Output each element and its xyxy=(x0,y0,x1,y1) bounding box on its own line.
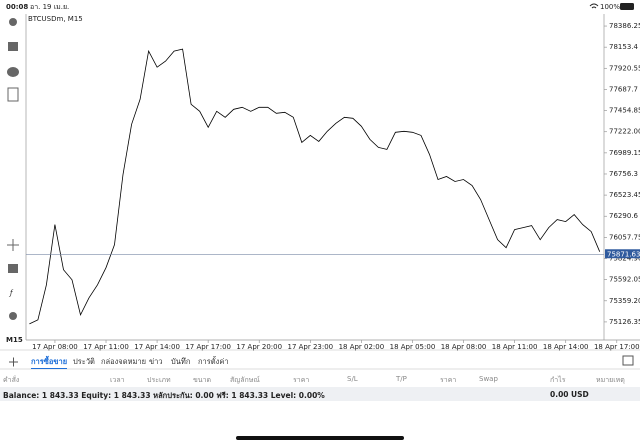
tab[interactable]: บันทึก xyxy=(171,357,191,366)
column-header: T/P xyxy=(396,375,407,383)
tab[interactable]: ประวัติ xyxy=(73,357,95,366)
column-header: Swap xyxy=(479,375,498,383)
layout-button[interactable] xyxy=(622,355,634,366)
column-header: เวลา xyxy=(110,376,125,384)
tab[interactable]: ข่าว xyxy=(149,357,163,366)
column-header: หมายเหตุ xyxy=(596,376,625,384)
y-tick-label: 77687.7 xyxy=(609,85,638,93)
column-header: S/L xyxy=(347,375,358,383)
x-tick-label: 18 Apr 17:00 xyxy=(594,343,640,351)
y-tick-label: 75592.05 xyxy=(609,276,640,284)
account-icon xyxy=(9,18,17,26)
y-tick-label: 78153.4 xyxy=(609,43,638,51)
y-tick-label: 78386.25 xyxy=(609,22,640,30)
indicator-icon[interactable]: ƒ xyxy=(8,289,14,297)
x-tick-label: 18 Apr 08:00 xyxy=(441,343,487,351)
candles-icon[interactable] xyxy=(8,264,18,273)
y-tick-label: 76290.6 xyxy=(609,212,638,220)
x-tick-label: 17 Apr 08:00 xyxy=(32,343,78,351)
x-tick-label: 17 Apr 11:00 xyxy=(83,343,129,351)
x-tick-label: 18 Apr 14:00 xyxy=(543,343,589,351)
trade-icon xyxy=(8,42,18,51)
x-tick-label: 18 Apr 05:00 xyxy=(390,343,436,351)
x-tick-label: 18 Apr 11:00 xyxy=(492,343,538,351)
column-header: สัญลักษณ์ xyxy=(230,376,260,384)
objects-icon[interactable] xyxy=(9,312,17,320)
y-tick-label: 77222.00 xyxy=(609,128,640,136)
y-tick-label: 75126.35 xyxy=(609,318,640,326)
y-tick-label: 76989.15 xyxy=(609,149,640,157)
price-line xyxy=(29,48,601,325)
currency: USD xyxy=(571,390,589,399)
left-toolbar: ƒ M15 xyxy=(6,18,23,344)
chat-icon[interactable] xyxy=(7,67,19,77)
crosshair-icon[interactable] xyxy=(7,239,19,251)
new-order-button[interactable] xyxy=(9,357,18,367)
timeframe[interactable]: M15 xyxy=(6,336,23,344)
y-tick-label: 76756.3 xyxy=(609,170,638,178)
column-header: ราคา xyxy=(293,376,310,384)
status-date: อา. 19 เม.ย. xyxy=(30,3,69,11)
y-tick-label: 76057.75 xyxy=(609,233,640,241)
column-header: ประเภท xyxy=(147,376,171,384)
status-time: 00:08 xyxy=(6,3,28,11)
y-tick-label: 77454.85 xyxy=(609,107,640,115)
x-tick-label: 18 Apr 02:00 xyxy=(339,343,385,351)
column-header: กำไร xyxy=(550,376,566,384)
x-tick-label: 17 Apr 20:00 xyxy=(236,343,282,351)
column-header: คำสั่ง xyxy=(3,376,20,384)
add-icon[interactable] xyxy=(7,87,19,102)
profit: 0.00 xyxy=(550,390,569,399)
current-price-box xyxy=(605,249,640,259)
wifi-icon xyxy=(589,3,599,9)
battery-level: 100% xyxy=(600,3,620,11)
tab[interactable]: กล่องจดหมาย xyxy=(101,357,147,366)
y-tick-label: 75359.20 xyxy=(609,297,640,305)
x-tick-label: 17 Apr 23:00 xyxy=(287,343,333,351)
chart-title: BTCUSDm, M15 xyxy=(28,15,83,23)
home-indicator xyxy=(236,436,404,440)
tab[interactable]: การตั้งค่า xyxy=(198,357,229,366)
balance-row-bg xyxy=(0,387,640,401)
y-tick-label: 77920.55 xyxy=(609,64,640,72)
y-tick-label: 76523.45 xyxy=(609,191,640,199)
y-tick-label: 75824.90 xyxy=(609,255,640,263)
account-summary: Balance: 1 843.33 Equity: 1 843.33 หลักป… xyxy=(3,391,325,400)
column-header: ราคา xyxy=(440,376,457,384)
current-price-label: 75871.63 xyxy=(607,250,640,258)
x-tick-label: 17 Apr 14:00 xyxy=(134,343,180,351)
x-tick-label: 17 Apr 17:00 xyxy=(185,343,231,351)
column-header: ขนาด xyxy=(193,376,212,384)
tab[interactable]: การซื้อขาย xyxy=(31,356,68,369)
battery-icon xyxy=(620,3,634,10)
